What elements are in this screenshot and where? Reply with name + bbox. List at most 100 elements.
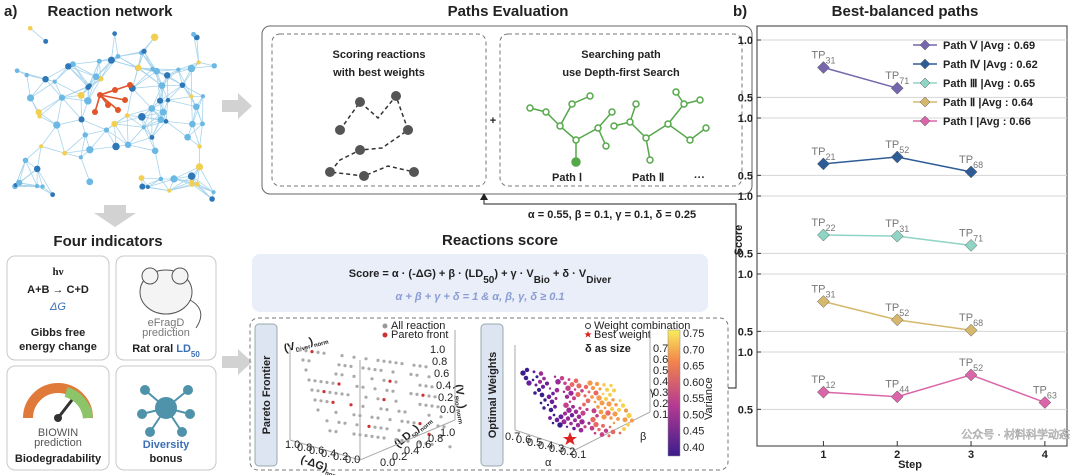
weights: α = 0.55, β = 0.1, γ = 0.1, δ = 0.25 — [528, 209, 696, 221]
colorbar-tick: 0.75 — [683, 328, 704, 340]
point — [548, 407, 554, 413]
point — [379, 407, 383, 411]
node — [163, 72, 171, 79]
point — [316, 408, 320, 412]
node — [195, 163, 204, 171]
score-title: Reactions score — [442, 232, 558, 249]
point — [543, 398, 547, 402]
point — [567, 378, 571, 381]
point — [340, 392, 344, 396]
point — [364, 434, 368, 438]
point — [430, 385, 434, 389]
point-label-part: TP — [811, 50, 825, 62]
edge — [127, 136, 153, 146]
point — [406, 420, 410, 424]
edge — [141, 52, 153, 70]
point — [609, 383, 613, 388]
point — [618, 431, 622, 435]
point — [355, 384, 359, 388]
point — [334, 372, 338, 376]
edge — [167, 84, 183, 101]
point — [599, 432, 605, 437]
edge — [169, 175, 192, 192]
pareto-tab — [254, 323, 278, 467]
edge — [54, 81, 82, 96]
edge — [29, 27, 46, 42]
point — [307, 359, 311, 363]
point — [325, 380, 329, 384]
node — [53, 121, 61, 129]
node — [82, 132, 88, 138]
tick-label: 1.0 — [430, 344, 445, 356]
node — [124, 113, 130, 118]
point — [319, 399, 323, 403]
axis-part: 50 — [411, 431, 420, 440]
caption: Diversity — [143, 439, 190, 451]
edge — [151, 85, 163, 109]
tick-label: 0.0 — [380, 457, 395, 469]
node — [179, 82, 186, 88]
axis-label: γ — [650, 386, 656, 398]
node — [111, 120, 118, 128]
edge — [45, 65, 69, 80]
node — [192, 103, 200, 111]
point — [337, 382, 341, 386]
point — [540, 384, 546, 389]
axis-part: ) — [411, 422, 422, 434]
point — [623, 408, 629, 413]
point-label-part: TP — [959, 227, 973, 239]
path-label: ··· — [694, 172, 705, 184]
node — [145, 184, 150, 189]
point — [394, 361, 398, 365]
tick-label: 0.8 — [432, 356, 447, 368]
point-label-part: TP — [1033, 384, 1047, 396]
point — [537, 379, 543, 384]
point — [573, 418, 577, 423]
edge — [36, 168, 53, 195]
point — [439, 434, 443, 438]
point — [433, 395, 437, 399]
panel-label: b) — [733, 3, 747, 20]
point — [343, 364, 347, 368]
arrow — [222, 93, 252, 119]
node — [158, 176, 164, 182]
node — [187, 172, 196, 180]
point — [568, 400, 572, 404]
colorbar-label: Variance — [703, 377, 715, 420]
edge — [126, 88, 133, 116]
node — [200, 94, 206, 99]
searching-title: Searching path — [581, 49, 661, 61]
node — [139, 183, 146, 190]
node — [34, 183, 40, 189]
edge — [80, 157, 91, 182]
tick-label: 0.5 — [527, 437, 542, 449]
chart: 0.51.0TP31TP710.51.0TP21TP52TP680.51.0TP… — [738, 35, 1067, 461]
edge — [30, 81, 55, 99]
point — [964, 238, 978, 252]
legend-label: Path Ⅰ |Avg : 0.66 — [943, 116, 1031, 128]
point-label-part: TP — [959, 154, 973, 166]
colorbar-tick: 0.55 — [683, 393, 704, 405]
node — [167, 188, 172, 193]
colorbar-tick: 0.50 — [683, 409, 704, 421]
point — [367, 367, 371, 371]
tick-label: 0.2 — [560, 446, 575, 458]
tick-label: 0.8 — [428, 433, 443, 445]
point-label-part: 63 — [1047, 390, 1057, 400]
node — [200, 121, 205, 127]
point — [376, 397, 380, 401]
legend-dot — [585, 323, 591, 329]
edge — [132, 85, 163, 89]
point-label: TP68 — [959, 312, 983, 328]
point-label: TP52 — [885, 139, 909, 155]
point — [554, 397, 558, 401]
node — [85, 84, 91, 90]
y-tick-label: 1.0 — [738, 191, 753, 203]
point — [533, 391, 537, 395]
diversity-icon — [137, 385, 195, 437]
y-tick-label: 1.0 — [738, 269, 753, 281]
edge — [100, 56, 119, 79]
point-label-part: 52 — [973, 363, 983, 373]
edge — [160, 178, 170, 191]
point — [319, 380, 323, 384]
